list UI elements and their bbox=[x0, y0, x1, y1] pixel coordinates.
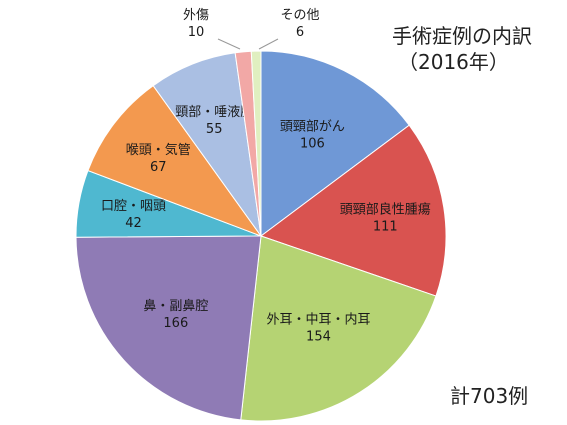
slice-label-name-4: 口腔・咽頭 bbox=[101, 199, 166, 214]
slice-label-name-6: 頸部・唾液腺 bbox=[175, 105, 253, 120]
slice-label-value-2: 154 bbox=[306, 330, 331, 345]
slice-label-name-8: その他 bbox=[280, 8, 319, 23]
pie-slice-1 bbox=[259, 124, 447, 297]
slice-label-name-0: 頭頸部がん bbox=[280, 119, 345, 134]
total-count-label: 計703例 bbox=[450, 384, 529, 408]
slice-label-value-8: 6 bbox=[296, 25, 304, 40]
slice-label-name-7: 外傷 bbox=[183, 8, 209, 23]
pie-slice-2 bbox=[240, 235, 437, 422]
slice-label-value-6: 55 bbox=[206, 122, 223, 137]
slice-label-value-1: 111 bbox=[373, 220, 398, 235]
slice-label-value-5: 67 bbox=[150, 160, 167, 175]
chart-subtitle: （2016年） bbox=[398, 50, 509, 74]
slice-label-value-0: 106 bbox=[300, 136, 325, 151]
slice-label-name-2: 外耳・中耳・内耳 bbox=[266, 312, 370, 328]
slice-label-name-1: 頭頸部良性腫瘍 bbox=[340, 202, 431, 218]
leader-line-8 bbox=[258, 38, 279, 50]
pie-slice-0 bbox=[260, 50, 410, 237]
pie-slice-5 bbox=[87, 84, 263, 238]
pie-slice-3 bbox=[75, 235, 262, 421]
slice-label-name-5: 喉頭・気管 bbox=[126, 142, 191, 158]
leader-line-7 bbox=[217, 38, 241, 50]
slice-label-value-4: 42 bbox=[125, 216, 142, 231]
slice-label-name-3: 鼻・副鼻腔 bbox=[143, 298, 208, 314]
slice-label-value-3: 166 bbox=[163, 316, 188, 331]
chart-title: 手術症例の内訳 bbox=[392, 24, 532, 48]
pie-slice-8 bbox=[250, 50, 262, 237]
slice-label-value-7: 10 bbox=[188, 25, 205, 40]
